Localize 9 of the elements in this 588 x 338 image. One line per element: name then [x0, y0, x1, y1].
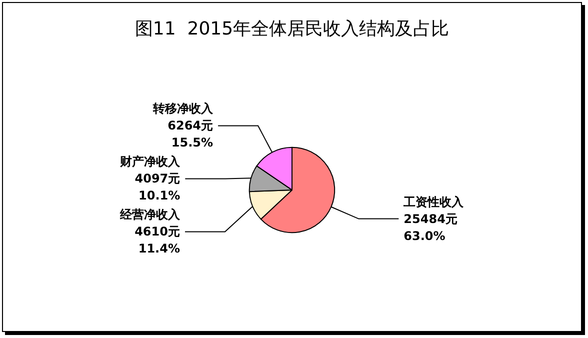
- slice-label: 工资性收入: [402, 194, 465, 209]
- data-label: 6264元 15.5%: [168, 118, 214, 150]
- data-label: 4097元 10.1%: [134, 172, 180, 203]
- slice-label: 转移净收入: [152, 102, 214, 116]
- slice-label: 经营净收入: [118, 208, 181, 222]
- chart-title: 图11 2015年全体居民收入结构及占比: [134, 18, 450, 40]
- data-label: 25484元 63.0%: [404, 212, 458, 243]
- slice-label: 财产净收入: [119, 154, 182, 169]
- data-label: 4610元 11.4%: [134, 224, 180, 256]
